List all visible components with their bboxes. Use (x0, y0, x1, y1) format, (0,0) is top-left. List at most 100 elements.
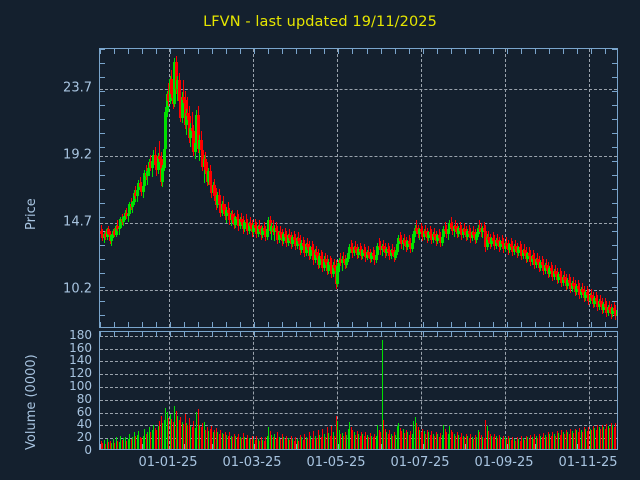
candle-body (118, 227, 121, 230)
volume-bar (241, 438, 242, 449)
candle-body (133, 193, 136, 203)
volume-bar (400, 427, 401, 449)
volume-bar (440, 433, 441, 449)
price-tick-right (612, 273, 617, 274)
candle-body (252, 224, 255, 233)
volume-bar (499, 434, 500, 449)
candle-body (264, 230, 267, 237)
candle-body (427, 232, 430, 239)
candle-body (536, 259, 539, 262)
volume-bar (466, 433, 467, 449)
candle-body (593, 297, 596, 304)
volume-bar (102, 443, 103, 449)
candle-wick (524, 244, 525, 256)
candle-body (607, 306, 610, 313)
volume-bar (614, 427, 615, 449)
candle-body (194, 142, 197, 152)
price-tick-top (114, 49, 116, 54)
candle-body (269, 220, 272, 231)
volume-tick-top (380, 332, 382, 337)
candle-body (598, 300, 601, 307)
candle-body (282, 233, 285, 242)
price-tick-left (100, 217, 105, 218)
candle-body (192, 130, 195, 152)
candle-body (541, 261, 544, 265)
volume-bar (182, 421, 183, 449)
volume-tick-top (170, 332, 172, 337)
volume-bar (176, 410, 177, 449)
price-tick-bottom (282, 322, 284, 327)
volume-bar (394, 431, 395, 449)
volume-bar (123, 438, 124, 449)
candle-body (312, 250, 315, 261)
volume-bar (374, 433, 375, 449)
price-tick-top (352, 49, 354, 54)
date-gridline (505, 332, 506, 449)
candle-body (595, 297, 598, 301)
volume-tick-top (520, 332, 522, 337)
volume-bar (110, 440, 111, 449)
candle-wick (132, 200, 133, 213)
candle-body (414, 227, 417, 234)
volume-bar (249, 438, 250, 449)
candle-body (293, 236, 296, 240)
candle-wick (128, 211, 129, 222)
volume-bar (419, 429, 420, 449)
volume-bar (243, 433, 244, 449)
volume-tick-top (576, 332, 578, 337)
candle-body (254, 224, 257, 228)
volume-bar (228, 436, 229, 449)
volume-tick-bottom (464, 444, 466, 449)
volume-bar (207, 427, 208, 449)
candle-wick (383, 239, 384, 252)
volume-plot-area[interactable] (99, 331, 618, 450)
candle-body (336, 266, 339, 285)
candle-body (341, 259, 344, 264)
volume-bar (367, 434, 368, 449)
volume-bar (517, 437, 518, 449)
volume-bar (114, 443, 115, 449)
price-tick-bottom (576, 322, 578, 327)
candle-body (563, 276, 566, 280)
volume-bar (431, 431, 432, 449)
volume-bar (461, 433, 462, 449)
volume-bar (258, 439, 259, 449)
candle-wick (448, 227, 449, 240)
volume-bar (354, 432, 355, 449)
candle-body (270, 226, 273, 231)
volume-bar (131, 438, 132, 449)
volume-bar (608, 425, 609, 449)
volume-tick-top (212, 332, 214, 337)
volume-tick-top (450, 332, 452, 337)
price-tick-left (100, 175, 105, 176)
price-tick-right (612, 77, 617, 78)
candle-body (146, 171, 149, 176)
candle-wick (488, 230, 489, 243)
volume-tick-top (128, 332, 130, 337)
volume-bar (253, 438, 254, 449)
candle-body (602, 303, 605, 310)
candle-body (332, 264, 335, 274)
volume-bar (252, 435, 253, 449)
volume-bar (380, 432, 381, 449)
candle-body (137, 183, 140, 191)
volume-bar (217, 432, 218, 449)
candle-body (357, 248, 360, 255)
volume-bar (536, 436, 537, 449)
candle-body (599, 300, 602, 304)
candle-body (604, 303, 607, 307)
candle-body (577, 285, 580, 289)
volume-bar (222, 433, 223, 449)
candle-body (496, 239, 499, 243)
volume-tick-label: 60 (76, 404, 92, 419)
volume-bar (457, 432, 458, 449)
candle-body (379, 247, 382, 251)
price-plot-area[interactable] (99, 48, 618, 328)
volume-tick-top (198, 332, 200, 337)
price-tick-top (576, 49, 578, 54)
price-tick-label: 19.2 (63, 147, 92, 163)
volume-bar (523, 438, 524, 449)
volume-tick-bottom (576, 444, 578, 449)
volume-bar (208, 431, 209, 449)
price-tick-right (612, 245, 617, 246)
